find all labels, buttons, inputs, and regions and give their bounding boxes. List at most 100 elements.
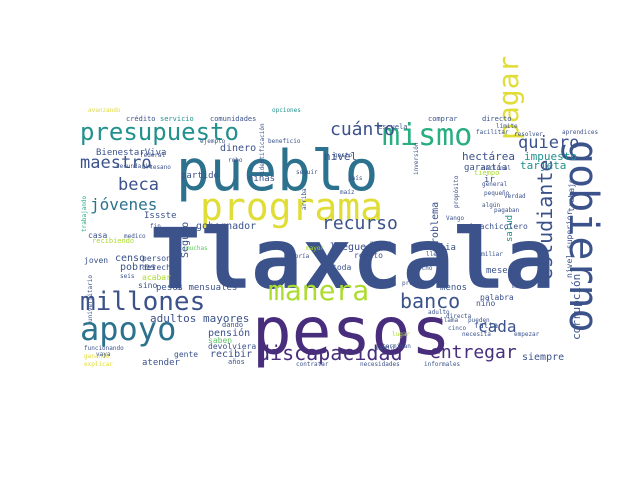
cloud-word: cada [478,317,517,336]
cloud-word: hectárea [462,150,515,163]
cloud-word: pobres [120,262,156,273]
cloud-word: comprar [428,115,458,123]
cloud-word: recibir [210,349,252,360]
cloud-word: precio [174,265,182,290]
cloud-word: sino [138,281,157,290]
cloud-word: garantía [464,163,507,173]
cloud-word: atender [142,358,181,368]
cloud-word: secundaria [116,163,153,170]
cloud-word: minoría [284,253,310,260]
cloud-word: fin [150,223,161,230]
cloud-word: necesita [462,331,491,338]
cloud-word: censo [115,253,145,264]
cloud-word: casa [88,231,107,240]
cloud-word: ocho [418,265,433,272]
cloud-word: ganando [84,353,110,360]
cloud-word: familiar [474,251,503,258]
cloud-word: trabajo [567,178,576,212]
cloud-word: salud [505,215,515,242]
cloud-word: necesidades [360,361,400,368]
cloud-word: años [228,358,245,366]
cloud-word: niño [476,299,495,308]
cloud-word: funcionando [84,345,124,352]
cloud-word: persona [142,254,176,263]
cloud-word: federal [140,152,166,159]
cloud-word: presupuesto [80,118,239,146]
cloud-word: gasto [334,152,352,159]
cloud-word: meses [486,266,513,276]
cloud-word: joven [84,256,108,265]
cloud-word: pueblo [176,139,378,204]
cloud-word: explicar [84,361,113,368]
cloud-word: medio [376,345,394,352]
cloud-word: impuesto [524,150,577,163]
cloud-word: robo [228,157,243,164]
cloud-word: llega [426,251,444,258]
cloud-word: acabar [142,273,171,282]
cloud-word: derecho [142,263,176,272]
cloud-word: mismo [382,118,472,153]
cloud-word: crédito [126,115,156,123]
cloud-word: seis [120,273,135,280]
cloud-word: pensión [208,327,250,339]
cloud-word: resolver [514,131,543,138]
cloud-word: pueden [468,317,490,324]
cloud-word: partido [181,171,219,181]
cloud-word: comunidades [210,115,256,123]
cloud-word: programa [200,185,383,229]
cloud-word: maíz [340,189,355,196]
cloud-word: identificación [259,123,266,174]
cloud-word: adulto [428,309,450,316]
cloud-word: empezar [514,331,540,338]
cloud-word: manera [268,274,369,307]
cloud-word: informales [424,361,461,368]
cloud-word: gobierno [560,140,606,333]
cloud-word: cinco [448,325,466,332]
cloud-word: falta [474,321,498,330]
cloud-word: vaya [96,351,111,358]
cloud-word: arriba [301,188,308,210]
cloud-word: opciones [272,107,301,114]
cloud-word: límite [496,123,518,130]
cloud-word: dinero [220,143,256,154]
cloud-word: llegue [330,242,366,253]
cloud-word: nacional [482,165,511,172]
cloud-word: nivel [324,150,357,163]
cloud-word: país [348,175,363,182]
cloud-word: seguir [296,169,318,176]
cloud-word: productor [402,280,435,287]
cloud-word: pagar [492,56,525,140]
cloud-word: maestro [80,153,152,173]
cloud-word: discapacidad [258,341,403,365]
cloud-word: directa [446,313,472,320]
cloud-word: inversión [413,142,420,175]
cloud-word: Seguro [180,222,191,258]
cloud-word: familia [418,243,456,253]
cloud-word: mayor [306,245,324,252]
cloud-word: muchas [186,245,208,252]
cloud-word: corrupción [570,274,583,340]
cloud-word: servicio [160,115,194,123]
cloud-word: adultos mayores [150,312,249,325]
cloud-word: propósito [453,175,460,208]
cloud-word: Issste [144,211,177,221]
cloud-word: universitario [87,275,94,322]
cloud-word: trabajando [81,195,88,232]
cloud-word: entregar [430,342,517,363]
cloud-word: toda [332,263,351,272]
cloud-word: siempre [522,352,564,363]
cloud-word: problema [430,202,441,250]
cloud-word: contratar [296,361,329,368]
cloud-word: pequeño [484,190,510,197]
cloud-word: ir [484,175,495,185]
cloud-word: cuánto [330,119,395,140]
cloud-word: pagaban [494,207,520,214]
cloud-word: verdad [504,193,526,200]
cloud-word: facilitar [476,129,509,136]
cloud-word: beca [118,175,159,195]
cloud-word: gente [174,350,198,359]
cloud-word: recibiendo [92,237,134,245]
cloud-word: ejemplo [200,138,226,145]
cloud-word: pesos [252,293,451,370]
cloud-word: saben [208,336,232,345]
